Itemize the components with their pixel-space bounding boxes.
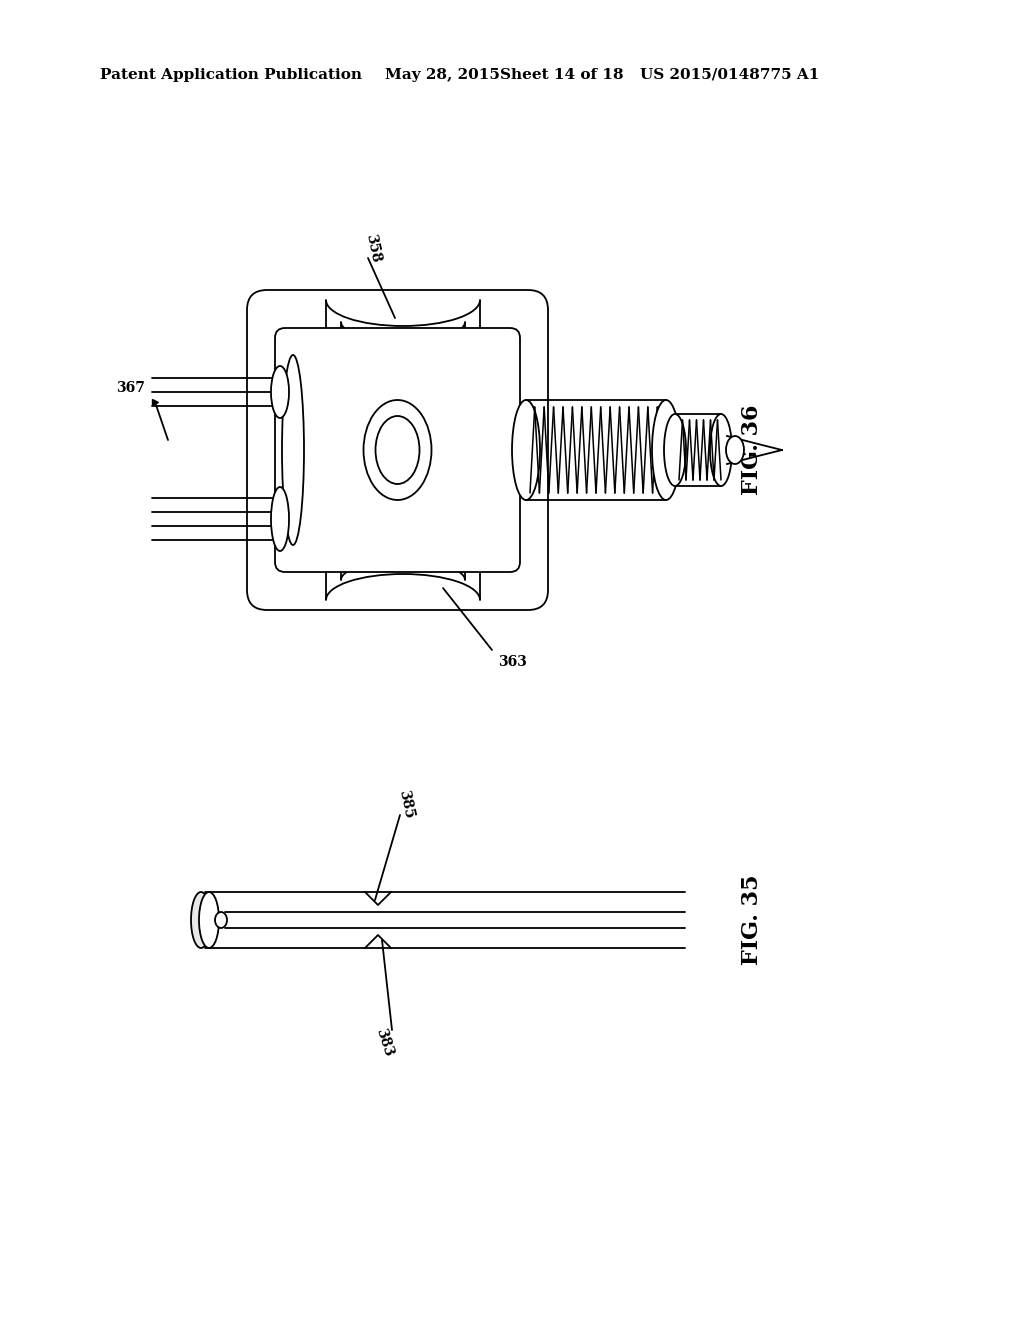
Ellipse shape	[199, 892, 219, 948]
Ellipse shape	[652, 400, 680, 500]
Ellipse shape	[710, 414, 732, 486]
Text: US 2015/0148775 A1: US 2015/0148775 A1	[640, 69, 819, 82]
Ellipse shape	[271, 487, 289, 550]
Ellipse shape	[376, 416, 420, 484]
Text: FIG. 35: FIG. 35	[741, 875, 763, 965]
Ellipse shape	[191, 892, 211, 948]
Ellipse shape	[512, 400, 540, 500]
Ellipse shape	[664, 414, 686, 486]
Text: 367: 367	[116, 381, 145, 395]
Text: 358: 358	[364, 232, 383, 264]
Text: 363: 363	[498, 655, 527, 669]
Text: Sheet 14 of 18: Sheet 14 of 18	[500, 69, 624, 82]
Ellipse shape	[271, 366, 289, 418]
Ellipse shape	[215, 912, 227, 928]
Text: FIG. 36: FIG. 36	[741, 405, 763, 495]
Ellipse shape	[364, 400, 431, 500]
Ellipse shape	[282, 355, 304, 545]
Text: May 28, 2015: May 28, 2015	[385, 69, 500, 82]
Text: Patent Application Publication: Patent Application Publication	[100, 69, 362, 82]
FancyBboxPatch shape	[275, 327, 520, 572]
Ellipse shape	[726, 436, 744, 465]
Text: 385: 385	[396, 788, 416, 820]
Text: 383: 383	[373, 1026, 395, 1057]
